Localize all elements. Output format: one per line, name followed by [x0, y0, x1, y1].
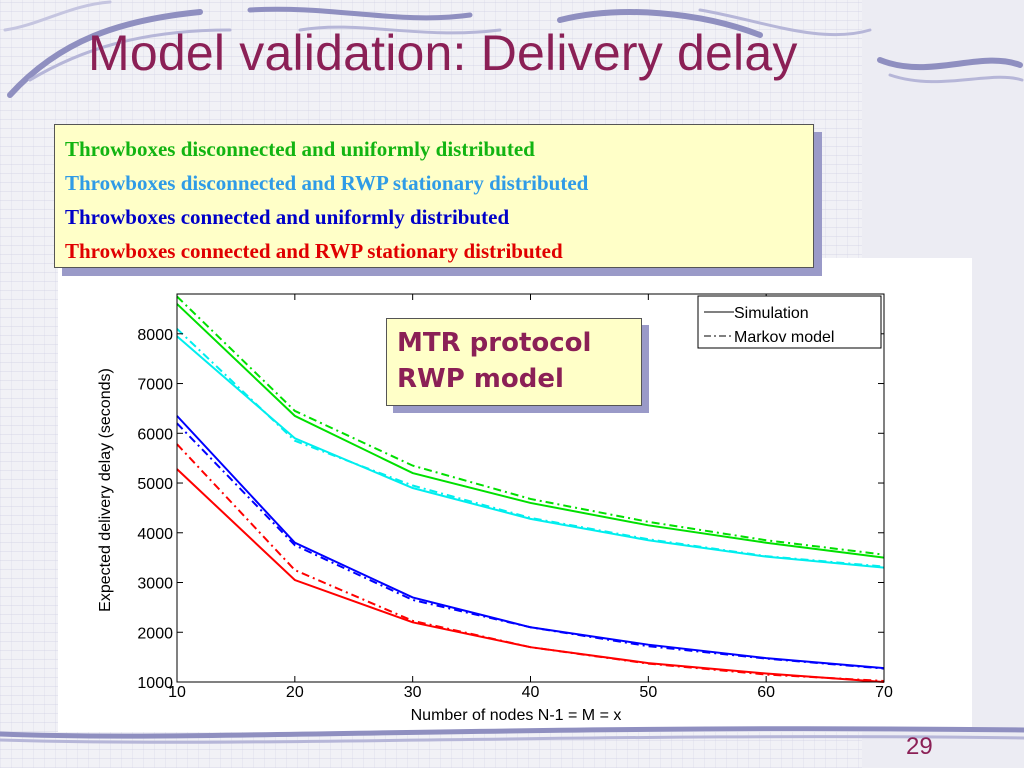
series-line-1: [176, 295, 885, 556]
chart-legend: Simulation Markov model: [697, 295, 882, 349]
chart-ticks-group: 10 20 30 40 50 60 70 1000 2000 3000 4000 5000 6000 70…: [137, 294, 893, 701]
legend-simulation-label: Simulation: [734, 305, 809, 322]
y-axis-label: Expected delivery delay (seconds): [97, 368, 114, 612]
series-legend-box: Throwboxes disconnected and uniformly di…: [54, 124, 814, 268]
x-tick-label: 10: [168, 684, 186, 701]
bottom-swoosh-decoration: [0, 726, 1024, 744]
y-tick-label: 7000: [137, 377, 173, 394]
top-swoosh-decoration: [3, 0, 1024, 98]
y-tick-label: 3000: [137, 576, 173, 593]
x-tick-label: 50: [639, 684, 657, 701]
y-tick-label: 4000: [137, 526, 173, 543]
y-tick-label: 8000: [137, 327, 173, 344]
page-number: 29: [906, 733, 933, 760]
chart-series-group: [176, 295, 885, 683]
series-line-3: [176, 328, 885, 568]
note-model: RWP model: [397, 364, 564, 394]
slide-title: Model validation: Delivery delay: [88, 25, 798, 81]
legend-line-disconnected-rwp: Throwboxes disconnected and RWP stationa…: [65, 171, 589, 195]
x-tick-label: 40: [522, 684, 540, 701]
y-tick-label: 2000: [137, 625, 173, 642]
protocol-note-box: MTR protocol RWP model: [386, 318, 642, 406]
x-axis-label: Number of nodes N-1 = M = x: [411, 707, 622, 724]
y-tick-label: 1000: [137, 675, 173, 692]
x-tick-label: 30: [404, 684, 422, 701]
legend-markov-label: Markov model: [734, 329, 834, 346]
x-tick-label: 60: [757, 684, 775, 701]
delivery-delay-chart: 10 20 30 40 50 60 70 1000 2000 3000 4000 5000 6000 70…: [97, 293, 893, 724]
y-tick-label: 6000: [137, 426, 173, 443]
series-line-5: [176, 422, 885, 670]
note-protocol: MTR protocol: [397, 328, 592, 358]
y-tick-label: 5000: [137, 476, 173, 493]
x-tick-label: 20: [286, 684, 304, 701]
x-tick-label: 70: [875, 684, 893, 701]
legend-line-connected-uniform: Throwboxes connected and uniformly distr…: [65, 205, 510, 229]
chart-legend-box: [697, 295, 882, 349]
series-line-0: [176, 303, 885, 559]
legend-line-disconnected-uniform: Throwboxes disconnected and uniformly di…: [65, 137, 535, 161]
series-line-6: [176, 468, 885, 683]
series-line-7: [176, 443, 885, 683]
legend-line-connected-rwp: Throwboxes connected and RWP stationary …: [65, 239, 563, 263]
